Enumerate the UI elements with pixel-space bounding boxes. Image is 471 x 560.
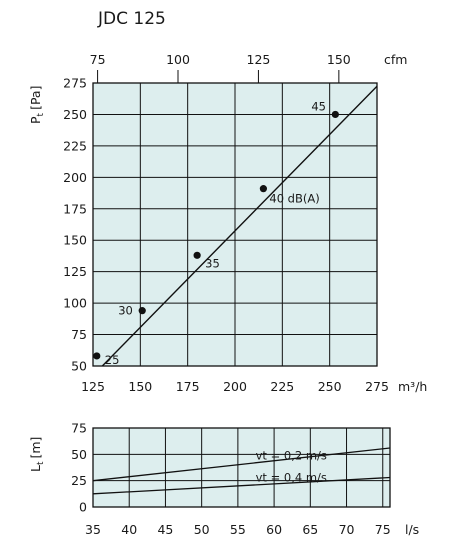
bottom-plot-area [92, 427, 391, 508]
bottom-series-line [92, 447, 391, 482]
top-x-tick-label: 225 [270, 379, 294, 394]
bottom-x-tick-label: 55 [230, 522, 246, 537]
sound-level-marker [193, 251, 201, 259]
bottom-y-tick-label: 50 [71, 447, 87, 462]
bottom-x-unit-label: l/s [405, 522, 419, 537]
bottom-y-label-unit: [m] [28, 437, 43, 459]
chart-title: JDC 125 [97, 9, 166, 29]
sound-level-label: 45 [311, 99, 326, 113]
top-y-axis-label: Pt [Pa] [28, 86, 46, 124]
bottom-y-tick-label: 0 [79, 500, 87, 515]
sound-level-label: 25 [105, 353, 120, 367]
top-y-label-main: P [28, 116, 43, 124]
sound-level-label: 30 [118, 304, 133, 318]
top-x-tick-label: 250 [318, 379, 342, 394]
bottom-series-label: vt = 0,2 m/s [256, 448, 327, 462]
top-y-label-unit: [Pa] [28, 86, 43, 110]
sound-level-marker [93, 352, 101, 360]
top-cfm-tick-label: 125 [247, 52, 271, 67]
bottom-y-tick-label: 25 [71, 473, 87, 488]
bottom-x-tick-label: 35 [85, 522, 101, 537]
top-y-tick-label: 50 [71, 359, 87, 374]
bottom-x-tick-label: 40 [121, 522, 137, 537]
bottom-x-tick-label: 60 [266, 522, 282, 537]
top-x-tick-label: 275 [365, 379, 389, 394]
sound-level-marker [331, 110, 339, 119]
top-cfm-tick-label: 100 [166, 52, 190, 67]
top-x-tick-label: 125 [81, 379, 105, 394]
bottom-y-axis-label: Lt [m] [28, 437, 46, 472]
bottom-series-lines [92, 447, 391, 495]
top-x-tick-label: 150 [128, 379, 152, 394]
bottom-series-label: vt = 0,4 m/s [256, 471, 327, 485]
bottom-x-tick-label: 70 [339, 522, 355, 537]
top-y-tick-label: 150 [63, 233, 87, 248]
top-series-path [101, 85, 377, 366]
top-x-unit-label: m³/h [398, 379, 427, 394]
top-y-label-sub: t [36, 112, 46, 116]
bottom-x-tick-label: 65 [302, 522, 318, 537]
bottom-y-label-main: L [28, 465, 43, 472]
top-x-tick-labels: 125 150 175 200 225 250 275 [81, 379, 389, 394]
top-plot-frame [92, 82, 378, 367]
bottom-plot-background [93, 428, 390, 507]
sound-level-label: 40 dB(A) [269, 192, 319, 206]
top-y-tick-label: 250 [63, 107, 87, 122]
top-cfm-tick-label: 150 [327, 52, 351, 67]
top-y-tick-label: 125 [63, 264, 87, 279]
top-x-unit-text: m³/h [398, 379, 427, 394]
top-y-tick-label: 100 [63, 296, 87, 311]
bottom-series-labels: vt = 0,2 m/s vt = 0,4 m/s [256, 448, 327, 484]
top-x-tick-label: 175 [176, 379, 200, 394]
top-cfm-tick-label: 75 [90, 52, 106, 67]
bottom-x-tick-label: 75 [375, 522, 391, 537]
top-y-tick-labels: 50 75 100 125 150 175 200 225 250 275 [63, 76, 87, 374]
top-cfm-tick-labels: 75 100 125 150 [90, 52, 351, 83]
top-series-line [101, 85, 377, 366]
sound-level-marker [138, 307, 146, 315]
bottom-series-line [92, 476, 391, 495]
top-y-tick-label: 225 [63, 138, 87, 153]
top-markers: 25 30 35 40 dB(A) 45 [93, 99, 339, 367]
top-x2-unit-label: cfm [384, 52, 407, 67]
bottom-plot-frame [92, 427, 391, 508]
bottom-y-label-sub: t [36, 461, 46, 465]
top-x-tick-label: 200 [223, 379, 247, 394]
bottom-x-tick-label: 50 [194, 522, 210, 537]
bottom-y-tick-labels: 0 25 50 75 [71, 421, 87, 515]
sound-level-label: 35 [205, 256, 220, 270]
bottom-y-tick-label: 75 [71, 421, 87, 436]
top-y-tick-label: 175 [63, 201, 87, 216]
sound-level-marker [259, 185, 267, 193]
top-y-tick-label: 275 [63, 76, 87, 91]
top-y-tick-label: 75 [71, 327, 87, 342]
top-plot-area: 25 30 35 40 dB(A) 45 [92, 82, 378, 367]
top-y-tick-label: 200 [63, 170, 87, 185]
bottom-x-tick-labels: 35 40 45 50 55 60 65 70 75 [85, 522, 391, 537]
bottom-x-tick-label: 45 [157, 522, 173, 537]
